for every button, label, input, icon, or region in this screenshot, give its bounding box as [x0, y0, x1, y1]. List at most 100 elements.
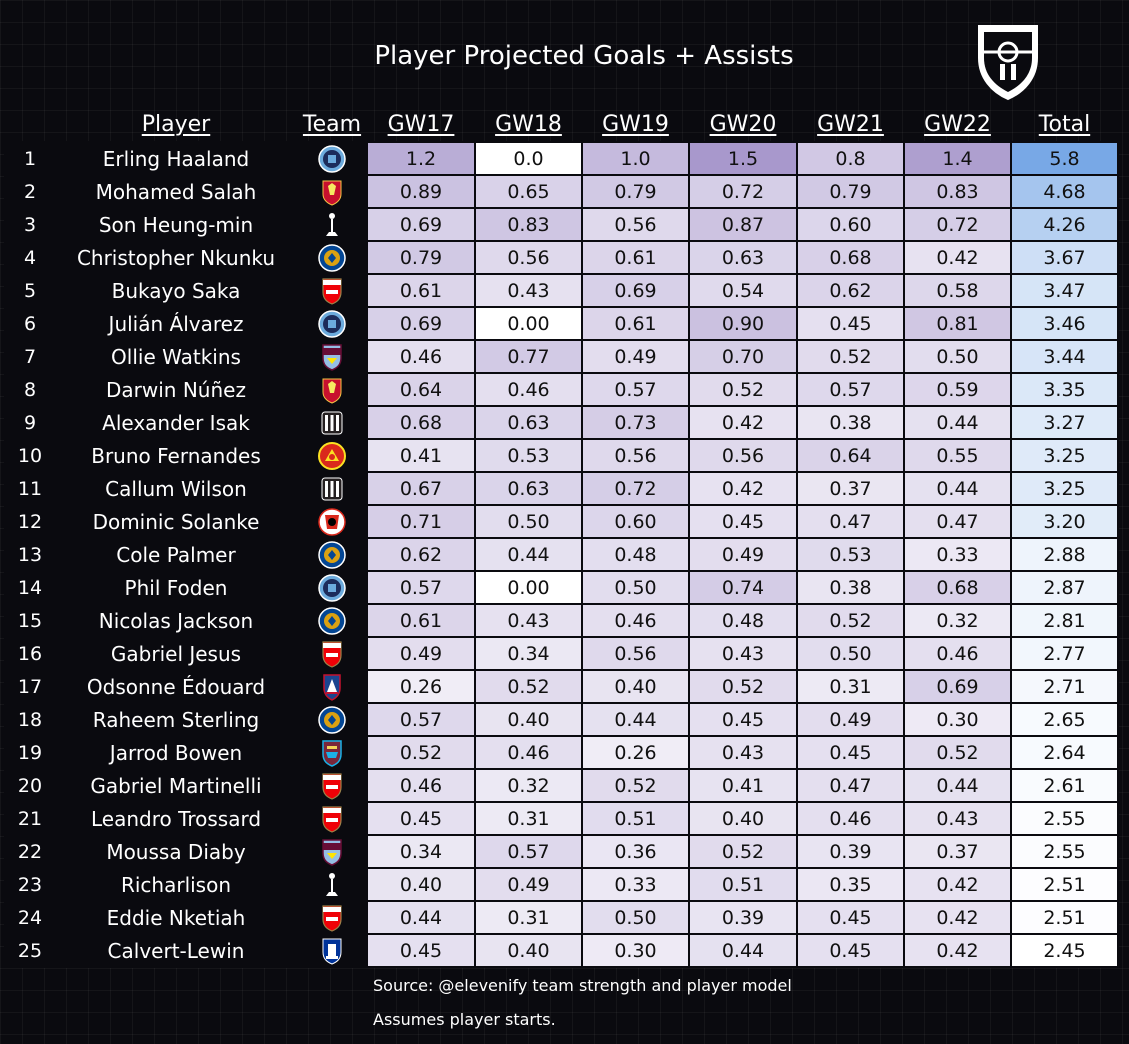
gw-value-cell: 0.52	[903, 735, 1012, 770]
gw-value-cell: 0.0	[474, 141, 583, 176]
gw-value-cell: 0.37	[796, 471, 905, 506]
column-header: GW20	[709, 111, 777, 137]
gw-value-cell: 0.68	[366, 405, 476, 440]
bournemouth-badge-icon	[318, 507, 346, 536]
gw-value-cell: 0.38	[796, 570, 905, 605]
column-header: GW18	[495, 111, 562, 137]
astonvilla-badge-icon	[322, 343, 342, 371]
projection-table: Player Team GW17 GW18 GW19 GW20 GW21 GW2…	[4, 107, 1119, 968]
chelsea-badge-icon	[318, 243, 346, 272]
gw-value-cell: 0.68	[903, 570, 1012, 605]
column-header: GW19	[602, 111, 669, 137]
gw-value-cell: 0.46	[796, 801, 905, 836]
gw-value-cell: 1.4	[903, 141, 1012, 176]
player-name-cell: Phil Foden	[54, 570, 298, 605]
gw-value-cell: 0.63	[474, 405, 583, 440]
gw-value-cell: 0.43	[903, 801, 1012, 836]
gw-value-cell: 0.61	[366, 603, 476, 638]
total-value-cell: 3.25	[1010, 471, 1119, 506]
gw-value-cell: 0.57	[581, 372, 690, 407]
header-row: Player Team GW17 GW18 GW19 GW20 GW21 GW2…	[5, 107, 1118, 142]
mancity-badge-icon	[318, 144, 346, 173]
column-header: GW17	[387, 111, 455, 137]
chart-title: Player Projected Goals + Assists	[374, 41, 794, 71]
gw-value-cell: 0.49	[581, 339, 690, 374]
gw-value-cell: 0.32	[903, 603, 1012, 638]
gw-value-cell: 0.79	[366, 240, 476, 275]
gw-value-cell: 0.30	[903, 702, 1012, 737]
rank-cell: 24	[4, 900, 56, 935]
gw-value-cell: 0.89	[366, 174, 476, 209]
total-value-cell: 3.44	[1010, 339, 1119, 374]
column-header: GW21	[817, 111, 884, 137]
gw-value-cell: 0.52	[796, 603, 905, 638]
table-row: 16 Gabriel Jesus 0.49 0.34 0.56 0.43 0.50 0.46 2…	[4, 636, 1119, 671]
arsenal-badge-icon	[322, 805, 342, 833]
gw-value-cell: 0.60	[796, 207, 905, 242]
player-name-cell: Son Heung-min	[54, 207, 298, 242]
team-badge-cell	[296, 768, 368, 803]
gw-value-cell: 0.49	[366, 636, 476, 671]
column-header: Total	[1038, 111, 1091, 137]
table-row: 5 Bukayo Saka 0.61 0.43 0.69 0.54 0.62 0.58 3.47	[4, 273, 1119, 308]
rank-cell: 25	[4, 933, 56, 968]
rank-cell: 9	[4, 405, 56, 440]
gw-value-cell: 0.65	[474, 174, 583, 209]
gw-value-cell: 0.56	[581, 636, 690, 671]
table-body: 1 Erling Haaland 1.2 0.0 1.0 1.5 0.8 1.4 5.8 2 Moh…	[4, 141, 1119, 968]
gw-value-cell: 0.53	[796, 537, 905, 572]
table-row: 4 Christopher Nkunku 0.79 0.56 0.61 0.63 0.68 0…	[4, 240, 1119, 275]
team-badge-cell	[296, 141, 368, 176]
gw-value-cell: 0.45	[688, 702, 798, 737]
gw-value-cell: 0.34	[474, 636, 583, 671]
chelsea-badge-icon	[318, 540, 346, 569]
tottenham-badge-icon	[326, 212, 338, 236]
total-value-cell: 4.68	[1010, 174, 1119, 209]
gw-value-cell: 0.43	[688, 636, 798, 671]
total-value-cell: 2.81	[1010, 603, 1119, 638]
gw-value-cell: 0.52	[688, 372, 798, 407]
player-name-cell: Leandro Trossard	[54, 801, 298, 836]
table-row: 7 Ollie Watkins 0.46 0.77 0.49 0.70 0.52 0.50 3.…	[4, 339, 1119, 374]
newcastle-badge-icon	[321, 411, 343, 434]
gw-value-cell: 0.63	[474, 471, 583, 506]
gw-value-cell: 0.46	[366, 768, 476, 803]
gw-value-cell: 0.90	[688, 306, 798, 341]
gw-value-cell: 0.34	[366, 834, 476, 869]
gw-value-cell: 0.44	[903, 768, 1012, 803]
gw-value-cell: 0.55	[903, 438, 1012, 473]
gw-value-cell: 0.51	[581, 801, 690, 836]
gw-value-cell: 0.44	[688, 933, 798, 968]
gw-value-cell: 0.41	[688, 768, 798, 803]
gw-value-cell: 0.69	[903, 669, 1012, 704]
gw-value-cell: 0.50	[581, 900, 690, 935]
gw-value-cell: 0.49	[474, 867, 583, 902]
manutd-badge-icon	[318, 441, 346, 470]
gw-value-cell: 0.51	[688, 867, 798, 902]
team-badge-cell	[296, 636, 368, 671]
chelsea-badge-icon	[318, 705, 346, 734]
gw-value-cell: 0.45	[688, 504, 798, 539]
player-name-cell: Richarlison	[54, 867, 298, 902]
team-badge-cell	[296, 174, 368, 209]
gw-value-cell: 0.56	[688, 438, 798, 473]
player-name-cell: Nicolas Jackson	[54, 603, 298, 638]
gw-value-cell: 0.40	[474, 933, 583, 968]
rank-cell: 5	[4, 273, 56, 308]
gw-value-cell: 0.69	[366, 207, 476, 242]
gw-value-cell: 0.70	[688, 339, 798, 374]
rank-cell: 16	[4, 636, 56, 671]
column-header: Player	[141, 111, 211, 137]
gw-value-cell: 0.39	[796, 834, 905, 869]
mancity-badge-icon	[318, 309, 346, 338]
team-badge-cell	[296, 504, 368, 539]
gw-value-cell: 0.46	[474, 735, 583, 770]
rank-cell: 17	[4, 669, 56, 704]
gw-value-cell: 0.42	[903, 933, 1012, 968]
everton-badge-icon	[322, 938, 342, 965]
gw-value-cell: 0.62	[366, 537, 476, 572]
total-value-cell: 2.55	[1010, 834, 1119, 869]
rank-cell: 19	[4, 735, 56, 770]
gw-value-cell: 0.69	[581, 273, 690, 308]
